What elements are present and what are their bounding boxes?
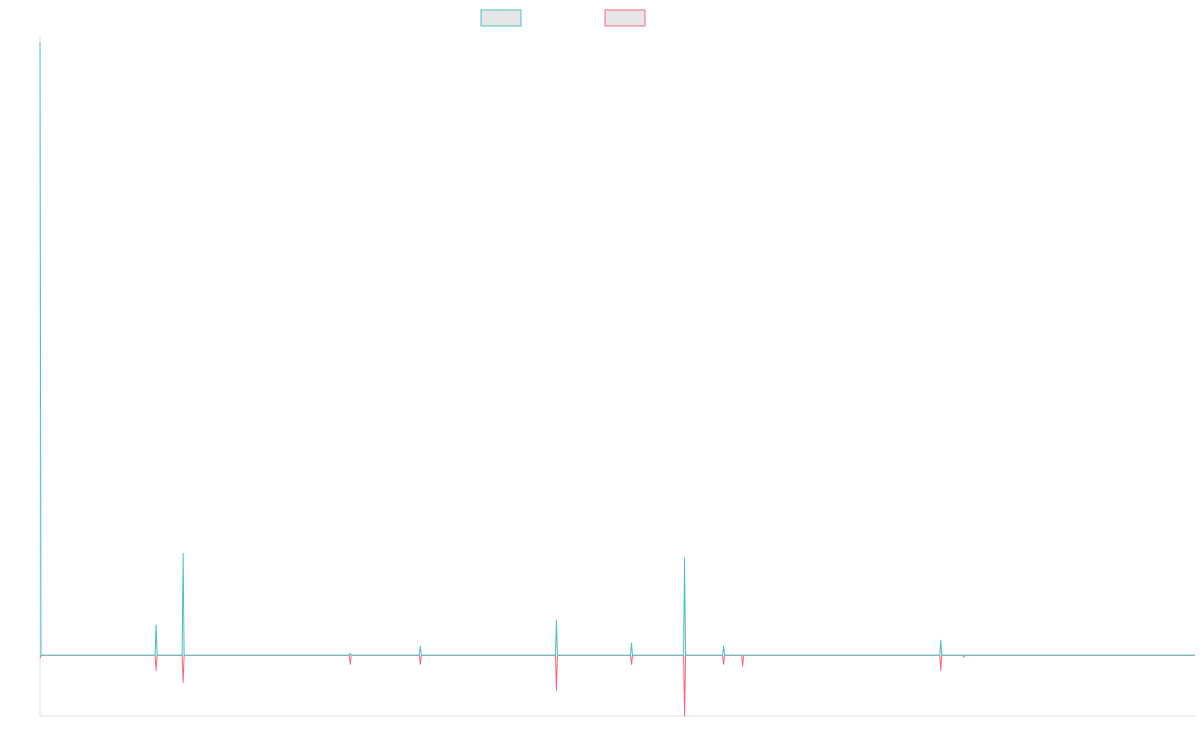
legend-swatch-series-2[interactable] [604,9,646,27]
plot-area [39,42,1195,717]
legend[interactable] [480,9,646,27]
axes [39,36,1195,717]
series-line-1 [39,42,1195,656]
series-line-2 [39,654,1195,717]
legend-swatch-series-1[interactable] [480,9,522,27]
